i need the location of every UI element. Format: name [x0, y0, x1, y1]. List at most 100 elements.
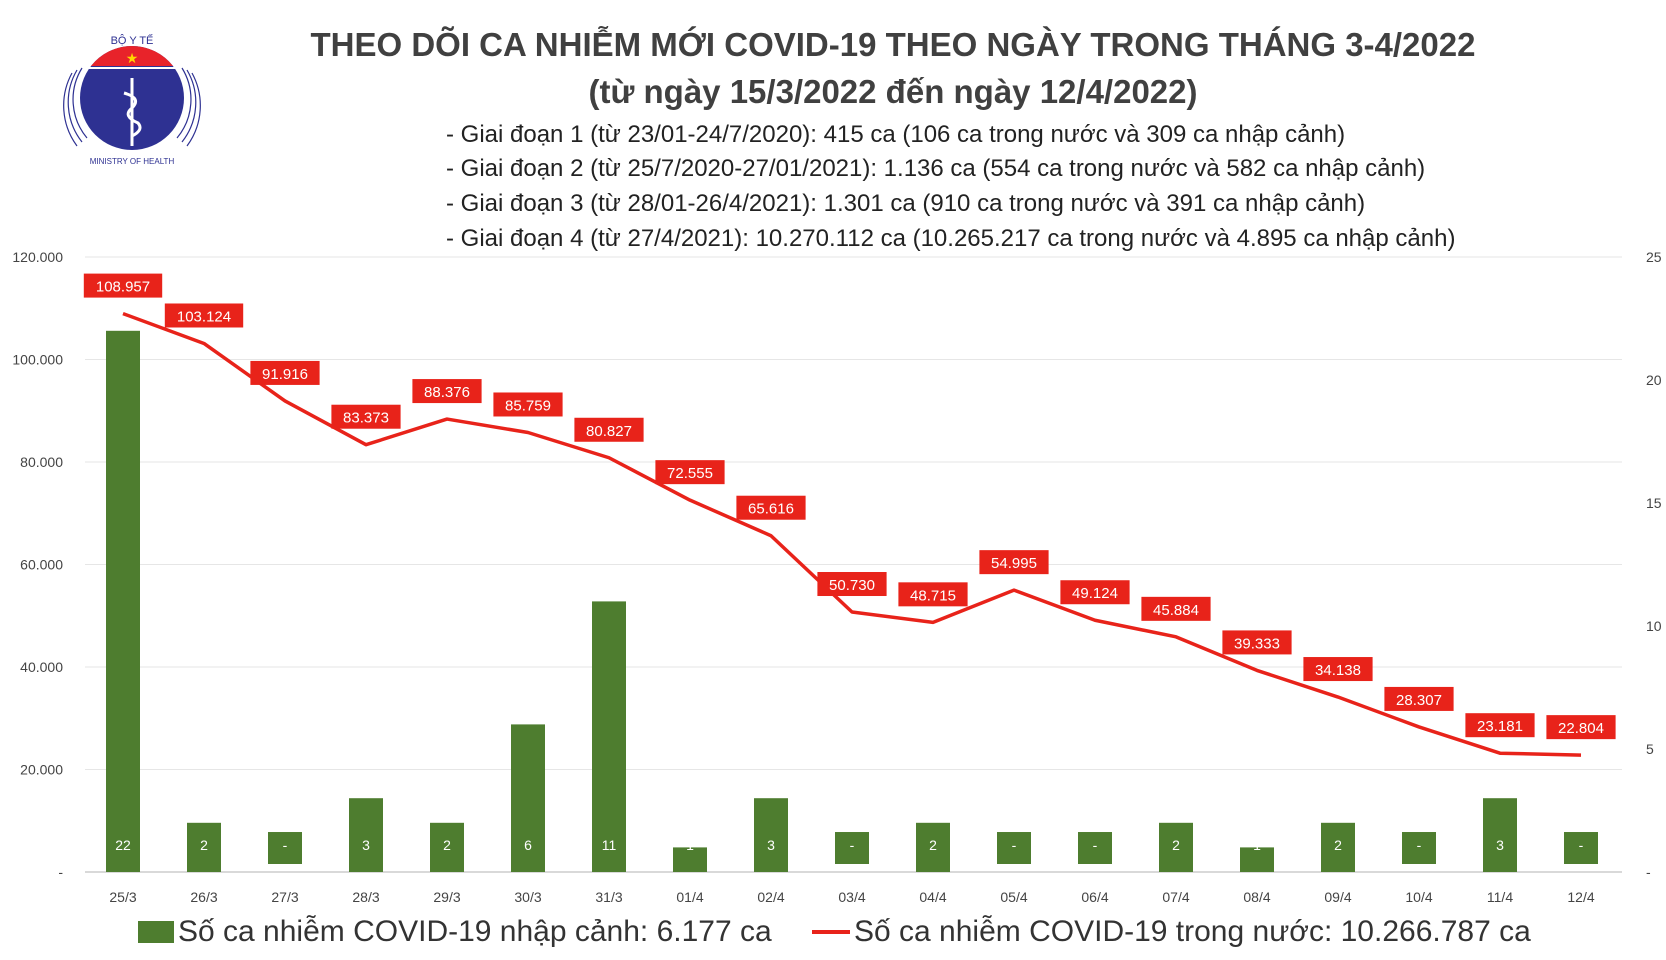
bar-04/4	[916, 822, 950, 872]
line-label-box	[979, 550, 1049, 575]
bar-data-label: -	[283, 837, 288, 853]
line-data-label: 49.124	[1072, 585, 1118, 602]
bar-data-label: 2	[200, 837, 208, 853]
bar-data-label: -	[1093, 837, 1098, 853]
bar-31/3	[592, 601, 626, 872]
bar-data-label: 6	[524, 837, 532, 853]
legend-label-imported: Số ca nhiễm COVID-19 nhập cảnh: 6.177 ca	[178, 915, 772, 948]
x-tick-label: 05/4	[1000, 889, 1027, 905]
line-label-box	[250, 360, 320, 385]
line-label-box	[1303, 657, 1373, 682]
x-tick-label: 08/4	[1243, 889, 1270, 905]
x-tick-label: 26/3	[190, 889, 217, 905]
x-tick-label: 12/4	[1567, 889, 1594, 905]
bar-data-label: 2	[929, 837, 937, 853]
line-data-label: 39.333	[1234, 635, 1280, 652]
line-label-box	[164, 303, 244, 328]
line-data-label: 50.730	[829, 577, 875, 594]
line-data-label: 34.138	[1315, 662, 1361, 679]
bar-01/4	[673, 847, 707, 872]
line-data-label: 28.307	[1396, 692, 1442, 709]
x-tick-label: 03/4	[838, 889, 865, 905]
left-tick-label: 60.000	[20, 557, 63, 573]
chart-subtitle: (từ ngày 15/3/2022 đến ngày 12/4/2022)	[588, 73, 1198, 110]
x-tick-label: 29/3	[433, 889, 460, 905]
line-label-box	[1546, 715, 1616, 740]
x-tick-label: 09/4	[1324, 889, 1351, 905]
left-tick-label: 120.000	[12, 249, 63, 265]
right-tick-label: -	[1646, 864, 1651, 880]
chart-title: THEO DÕI CA NHIỄM MỚI COVID-19 THEO NGÀY…	[310, 26, 1476, 63]
bar-data-label: 2	[443, 837, 451, 853]
note-phase-1: - Giai đoạn 1 (từ 23/01-24/7/2020): 415 …	[446, 121, 1346, 148]
bar-data-label: 2	[1334, 837, 1342, 853]
bar-07/4	[1159, 822, 1193, 872]
x-tick-label: 02/4	[757, 889, 784, 905]
x-tick-label: 28/3	[352, 889, 379, 905]
line-data-label: 23.181	[1477, 718, 1523, 735]
x-tick-label: 06/4	[1081, 889, 1108, 905]
line-label-box	[898, 582, 968, 607]
ministry-of-health-logo: ★ BỘ Y TẾ MINISTRY OF HEALTH	[62, 28, 202, 173]
bar-09/4	[1321, 822, 1355, 872]
line-label-box	[817, 572, 887, 597]
line-label-box	[1141, 596, 1211, 621]
line-data-label: 48.715	[910, 587, 956, 604]
bar-data-label: 3	[1496, 837, 1504, 853]
x-tick-label: 27/3	[271, 889, 298, 905]
line-label-box	[83, 273, 163, 298]
legend-item-domestic: Số ca nhiễm COVID-19 trong nước: 10.266.…	[812, 915, 1531, 949]
x-tick-label: 07/4	[1162, 889, 1189, 905]
bar-02/4	[754, 798, 788, 872]
line-data-label: 22.804	[1558, 720, 1604, 737]
line-label-box	[1465, 713, 1535, 738]
bar-11/4	[1483, 798, 1517, 872]
left-tick-label: 100.000	[12, 352, 63, 368]
line-label-box	[331, 404, 401, 429]
bar-data-label: -	[850, 837, 855, 853]
line-data-label: 91.916	[262, 366, 308, 383]
bar-data-label: 11	[602, 837, 617, 853]
bar-06/4	[1078, 832, 1112, 864]
x-tick-label: 30/3	[514, 889, 541, 905]
line-label-box	[1384, 686, 1454, 711]
bar-03/4	[835, 832, 869, 864]
line-label-box	[493, 392, 563, 417]
line-data-label: 108.957	[96, 279, 150, 296]
line-label-box	[574, 417, 644, 442]
left-tick-label: 20.000	[20, 762, 63, 778]
bar-data-label: 22	[115, 837, 131, 853]
right-tick-label: 5	[1646, 741, 1654, 757]
line-data-label: 54.995	[991, 555, 1037, 572]
bar-05/4	[997, 832, 1031, 864]
line-data-label: 80.827	[586, 423, 632, 440]
x-tick-label: 04/4	[919, 889, 946, 905]
right-tick-label: 25	[1646, 249, 1662, 265]
bar-26/3	[187, 822, 221, 872]
bar-08/4	[1240, 847, 1274, 872]
bar-data-label: -	[1579, 837, 1584, 853]
line-data-label: 45.884	[1153, 602, 1199, 619]
line-data-label: 65.616	[748, 501, 794, 518]
x-tick-label: 01/4	[676, 889, 703, 905]
legend-label-domestic: Số ca nhiễm COVID-19 trong nước: 10.266.…	[854, 915, 1531, 948]
x-tick-label: 25/3	[109, 889, 136, 905]
line-label-box	[1060, 580, 1130, 605]
svg-text:MINISTRY OF HEALTH: MINISTRY OF HEALTH	[90, 157, 175, 166]
line-label-box	[412, 379, 482, 404]
bar-data-label: 2	[1172, 837, 1180, 853]
line-data-label: 85.759	[505, 397, 551, 414]
right-tick-label: 20	[1646, 372, 1662, 388]
left-tick-label: 40.000	[20, 659, 63, 675]
svg-text:BỘ Y TẾ: BỘ Y TẾ	[111, 34, 154, 47]
line-label-box	[736, 495, 806, 520]
line-label-box	[1222, 630, 1292, 655]
bar-data-label: 1	[686, 837, 694, 853]
svg-text:★: ★	[126, 50, 139, 66]
line-label-box	[655, 460, 725, 485]
line-data-label: 83.373	[343, 410, 389, 427]
line-data-label: 72.555	[667, 465, 713, 482]
bar-25/3	[106, 330, 140, 872]
right-tick-label: 15	[1646, 495, 1662, 511]
bar-28/3	[349, 798, 383, 872]
